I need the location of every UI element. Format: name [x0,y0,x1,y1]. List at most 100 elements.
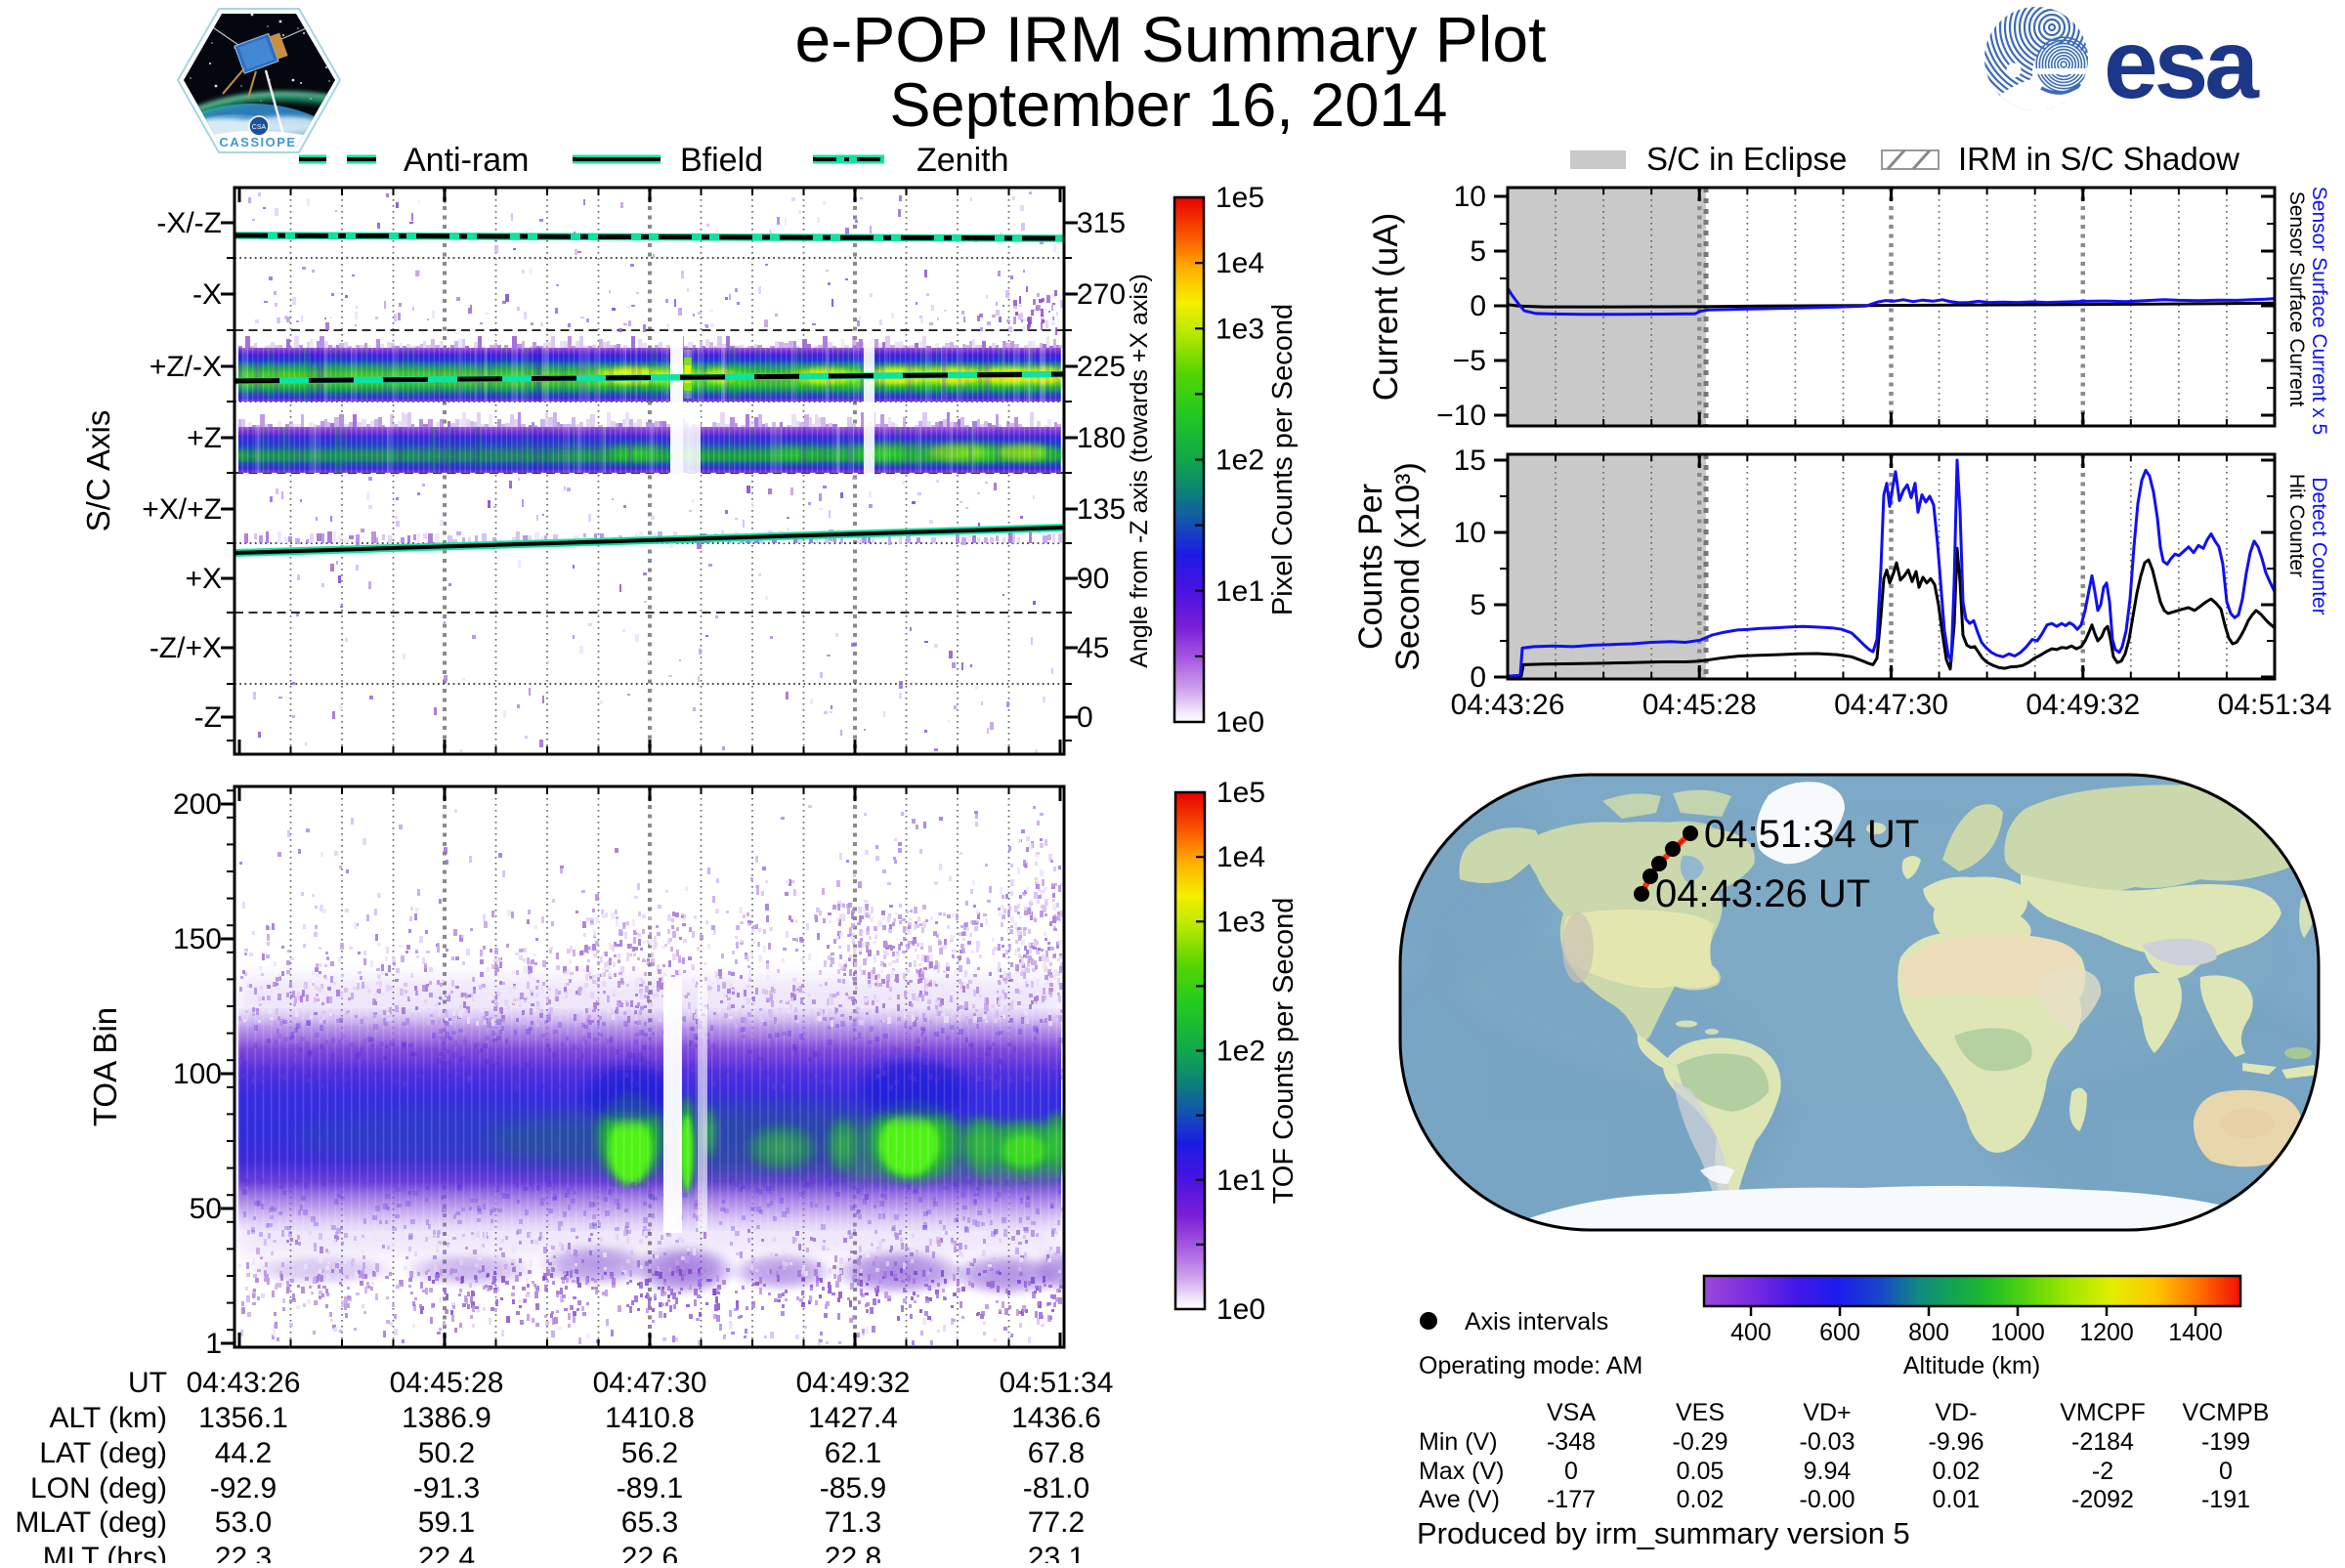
svg-text:1200: 1200 [2079,1319,2134,1346]
svg-text:56.2: 56.2 [621,1437,678,1469]
svg-text:45: 45 [1077,632,1109,664]
svg-text:-177: -177 [1547,1486,1596,1513]
svg-text:-85.9: -85.9 [820,1472,886,1504]
svg-text:62.1: 62.1 [825,1437,881,1469]
svg-text:Counts Per: Counts Per [1352,484,1389,650]
svg-text:VSA: VSA [1547,1399,1596,1426]
svg-text:04:43:26: 04:43:26 [187,1367,301,1399]
svg-text:S/C Axis: S/C Axis [80,410,116,532]
svg-text:Anti-ram: Anti-ram [404,142,529,179]
svg-text:0: 0 [1077,701,1093,734]
svg-text:1e3: 1e3 [1215,313,1264,345]
svg-text:Hit Counter: Hit Counter [2285,474,2308,577]
svg-text:59.1: 59.1 [418,1506,475,1539]
svg-text:04:49:32: 04:49:32 [796,1367,911,1399]
svg-text:-2184: -2184 [2071,1428,2134,1456]
svg-text:1427.4: 1427.4 [808,1402,898,1434]
svg-text:e-POP IRM Summary Plot: e-POP IRM Summary Plot [795,3,1547,75]
svg-text:-2: -2 [2092,1458,2113,1485]
svg-text:-Z/+X: -Z/+X [149,632,222,664]
svg-text:1: 1 [205,1328,222,1360]
svg-text:15: 15 [1454,445,1486,477]
svg-text:UT: UT [128,1367,167,1399]
svg-text:ALT (km): ALT (km) [49,1402,167,1434]
svg-text:-81.0: -81.0 [1023,1472,1089,1504]
svg-text:VMCPF: VMCPF [2060,1399,2146,1426]
svg-text:1386.9: 1386.9 [402,1402,491,1434]
svg-text:CSA: CSA [252,124,267,131]
svg-text:1e4: 1e4 [1215,247,1264,279]
svg-text:Max (V): Max (V) [1419,1458,1505,1485]
svg-text:0: 0 [1470,661,1486,694]
svg-text:5: 5 [1470,589,1486,621]
svg-text:800: 800 [1908,1319,1949,1346]
svg-text:44.2: 44.2 [215,1437,272,1469]
svg-text:+X: +X [185,563,222,595]
svg-text:65.3: 65.3 [621,1506,678,1539]
svg-text:50: 50 [190,1193,222,1225]
svg-text:-X/-Z: -X/-Z [156,207,222,239]
svg-text:Axis intervals: Axis intervals [1465,1308,1608,1335]
svg-text:04:45:28: 04:45:28 [390,1367,504,1399]
svg-text:04:45:28: 04:45:28 [1642,689,1757,721]
svg-text:Current (uA): Current (uA) [1367,213,1405,402]
svg-text:100: 100 [173,1058,222,1090]
svg-text:LAT (deg): LAT (deg) [39,1437,167,1469]
svg-text:+X/+Z: +X/+Z [142,493,222,526]
svg-text:0: 0 [1470,290,1486,322]
svg-text:1e0: 1e0 [1216,1293,1265,1326]
svg-text:VES: VES [1676,1399,1725,1426]
svg-text:-0.29: -0.29 [1673,1428,1728,1456]
svg-text:0: 0 [1564,1458,1578,1485]
svg-text:10: 10 [1454,517,1486,549]
svg-text:-92.9: -92.9 [210,1472,277,1504]
svg-text:MLAT (deg): MLAT (deg) [15,1506,167,1539]
svg-text:1e1: 1e1 [1216,1165,1265,1197]
svg-text:1400: 1400 [2168,1319,2223,1346]
svg-text:67.8: 67.8 [1028,1437,1085,1469]
svg-text:04:49:32: 04:49:32 [2025,689,2140,721]
svg-text:VD+: VD+ [1803,1399,1851,1426]
svg-text:esa: esa [2104,10,2260,119]
svg-text:1e0: 1e0 [1215,706,1264,739]
svg-text:04:43:26 UT: 04:43:26 UT [1655,872,1870,915]
svg-text:1e2: 1e2 [1216,1036,1265,1068]
svg-text:04:51:34 UT: 04:51:34 UT [1704,813,1919,856]
svg-text:Sensor Surface Current: Sensor Surface Current [2285,191,2308,407]
svg-text:22.6: 22.6 [621,1542,678,1563]
svg-text:Min (V): Min (V) [1419,1428,1498,1456]
svg-text:22.4: 22.4 [418,1542,475,1563]
svg-text:04:51:34: 04:51:34 [1000,1367,1114,1399]
svg-text:0.02: 0.02 [1677,1486,1725,1513]
svg-text:-191: -191 [2201,1486,2250,1513]
svg-text:1e4: 1e4 [1216,841,1265,873]
svg-text:-91.3: -91.3 [413,1472,480,1504]
svg-text:Sensor Surface Current x 5: Sensor Surface Current x 5 [2308,187,2330,435]
svg-text:0.02: 0.02 [1933,1458,1981,1485]
svg-text:Operating mode: AM: Operating mode: AM [1419,1352,1642,1379]
svg-text:-0.03: -0.03 [1800,1428,1855,1456]
svg-text:−10: −10 [1436,400,1486,432]
svg-text:135: 135 [1077,493,1126,526]
svg-text:TOF Counts per Second: TOF Counts per Second [1268,898,1300,1205]
svg-text:04:47:30: 04:47:30 [1834,689,1948,721]
svg-text:VD-: VD- [1935,1399,1977,1426]
svg-text:Second (x10³): Second (x10³) [1389,462,1427,671]
svg-text:Bfield: Bfield [680,142,763,179]
svg-text:270: 270 [1077,278,1126,311]
svg-text:150: 150 [173,923,222,955]
svg-text:-X: -X [192,278,222,311]
svg-text:+Z: +Z [187,422,222,454]
svg-text:Altitude (km): Altitude (km) [1903,1352,2040,1379]
svg-text:23.1: 23.1 [1028,1542,1085,1563]
svg-text:225: 225 [1077,351,1126,383]
svg-text:-89.1: -89.1 [617,1472,683,1504]
svg-text:-0.00: -0.00 [1800,1486,1855,1513]
svg-text:77.2: 77.2 [1028,1506,1085,1539]
svg-text:22.8: 22.8 [825,1542,881,1563]
svg-text:1436.6: 1436.6 [1011,1402,1101,1434]
svg-text:-9.96: -9.96 [1929,1428,1984,1456]
svg-text:-348: -348 [1547,1428,1596,1456]
svg-text:9.94: 9.94 [1804,1458,1852,1485]
svg-text:Detect Counter: Detect Counter [2308,477,2330,614]
